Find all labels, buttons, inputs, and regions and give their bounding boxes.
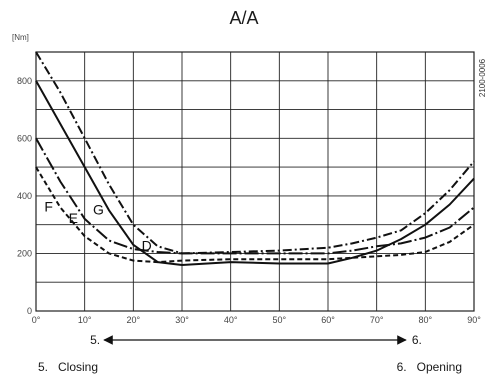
y-tick-label: 400 [17, 191, 32, 201]
figure-id-label: 2100-0006 [478, 58, 487, 97]
x-tick-label: 10° [78, 315, 92, 325]
y-tick-label: 800 [17, 76, 32, 86]
y-tick-label: 600 [17, 133, 32, 143]
series-line-f [35, 166, 475, 264]
closing-caption: 5. Closing [38, 360, 98, 374]
opening-caption: 6. Opening [397, 360, 462, 374]
x-tick-label: 40° [224, 315, 238, 325]
axis-ticks: 0° 10° 20° 30° 40° 50° 60° 70° 80° 90° 0 200 400 600 8… [17, 76, 481, 325]
series-line-d [35, 51, 475, 255]
series-label-g: G [93, 201, 104, 217]
chart-title: A/A [229, 8, 258, 28]
arrow-end-label: 6. [412, 333, 422, 347]
y-unit-label: [Nm] [12, 33, 29, 42]
series-labels: D GEF [44, 198, 151, 253]
series-line-g [35, 80, 475, 266]
x-tick-label: 80° [419, 315, 433, 325]
grid [35, 51, 475, 312]
plot-frame [35, 51, 475, 312]
x-tick-label: 0° [32, 315, 41, 325]
series-lines [35, 51, 475, 266]
series-label-d: D [142, 237, 152, 253]
arrow-start-label: 5. [90, 333, 100, 347]
x-tick-label: 20° [127, 315, 141, 325]
y-tick-label: 200 [17, 248, 32, 258]
series-line-e [35, 137, 475, 255]
x-tick-label: 50° [273, 315, 287, 325]
x-tick-label: 90° [467, 315, 481, 325]
y-tick-label: 0 [27, 306, 32, 316]
series-label-f: F [44, 198, 53, 214]
x-tick-label: 30° [175, 315, 189, 325]
series-label-e: E [69, 210, 78, 226]
x-tick-label: 70° [370, 315, 384, 325]
x-tick-label: 60° [321, 315, 335, 325]
